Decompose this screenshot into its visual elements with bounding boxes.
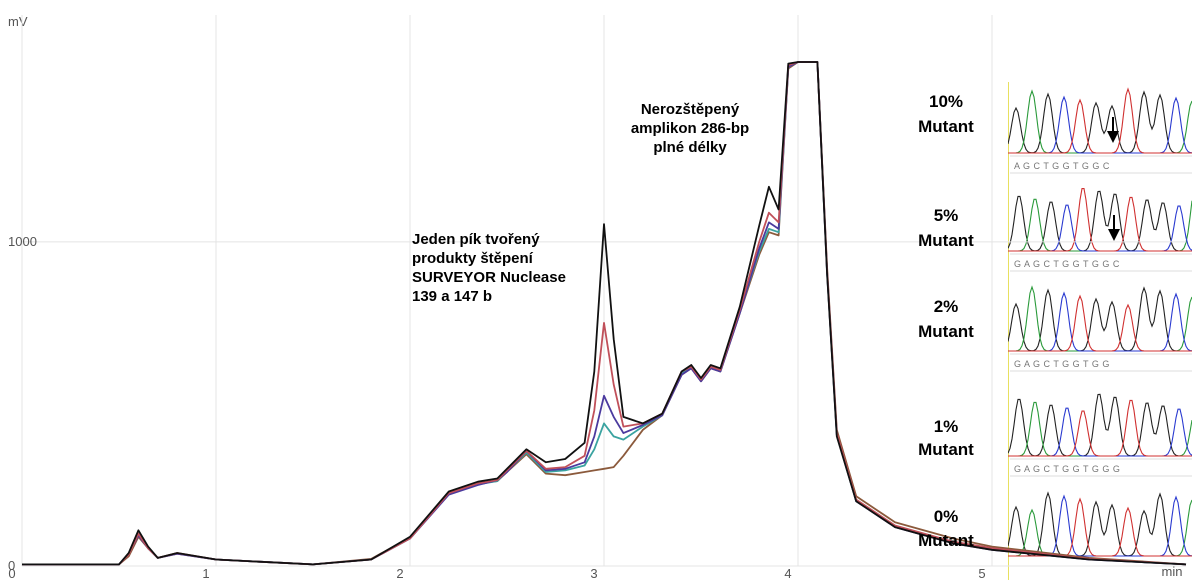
x-tick-label: 2 bbox=[396, 566, 403, 580]
annotation: SURVEYOR Nuclease bbox=[412, 269, 566, 286]
annotation: Nerozštěpený bbox=[641, 101, 740, 118]
trace bbox=[1008, 500, 1192, 556]
sequence-traces: A G C T G G T G G C G A G C T G G T G G C… bbox=[1008, 82, 1192, 580]
trace bbox=[1008, 205, 1192, 251]
arrow-head bbox=[1108, 229, 1120, 241]
inset-percent: 1% bbox=[934, 417, 959, 436]
trace bbox=[1008, 499, 1192, 556]
inset-label: Mutant bbox=[918, 117, 974, 136]
annotation: Jeden pík tvořený bbox=[412, 231, 540, 248]
y-tick-label: 0 bbox=[8, 558, 15, 573]
inset-label: Mutant bbox=[918, 231, 974, 250]
inset-percent: 0% bbox=[934, 507, 959, 526]
x-tick-label: 1 bbox=[202, 566, 209, 580]
bases: G A G C T G G T G G bbox=[1014, 359, 1110, 369]
trace bbox=[1008, 287, 1192, 351]
trace bbox=[1008, 91, 1192, 153]
bases: G A G C T G G T G G C bbox=[1014, 259, 1120, 269]
inset-label: Mutant bbox=[918, 531, 974, 550]
inset-percent: 10% bbox=[929, 92, 963, 111]
x-tick-label: 4 bbox=[784, 566, 791, 580]
chart: mV min A G C T G G T G G CG A G C T G G … bbox=[0, 0, 1192, 580]
bases: G A G C T G G T G G G bbox=[1014, 464, 1120, 474]
inset-label: Mutant bbox=[918, 440, 974, 459]
bases: A G C T G G T G G C bbox=[1014, 161, 1110, 171]
x-tick-label: 5 bbox=[978, 566, 985, 580]
annotation: 139 a 147 b bbox=[412, 288, 492, 305]
trace bbox=[1008, 408, 1192, 456]
trace bbox=[1008, 92, 1192, 153]
x-tick-label: 3 bbox=[590, 566, 597, 580]
inset-label: Mutant bbox=[918, 322, 974, 341]
inset-percent: 2% bbox=[934, 297, 959, 316]
annotation: amplikon 286-bp bbox=[631, 120, 749, 137]
inset-percent: 5% bbox=[934, 206, 959, 225]
arrow-head bbox=[1107, 131, 1119, 143]
annotation: plné délky bbox=[653, 139, 727, 156]
y-tick-label: 1000 bbox=[8, 234, 37, 249]
y-axis-label: mV bbox=[8, 14, 28, 29]
annotation: produkty štěpení bbox=[412, 250, 534, 267]
trace bbox=[1008, 394, 1192, 456]
trace bbox=[1008, 288, 1192, 351]
